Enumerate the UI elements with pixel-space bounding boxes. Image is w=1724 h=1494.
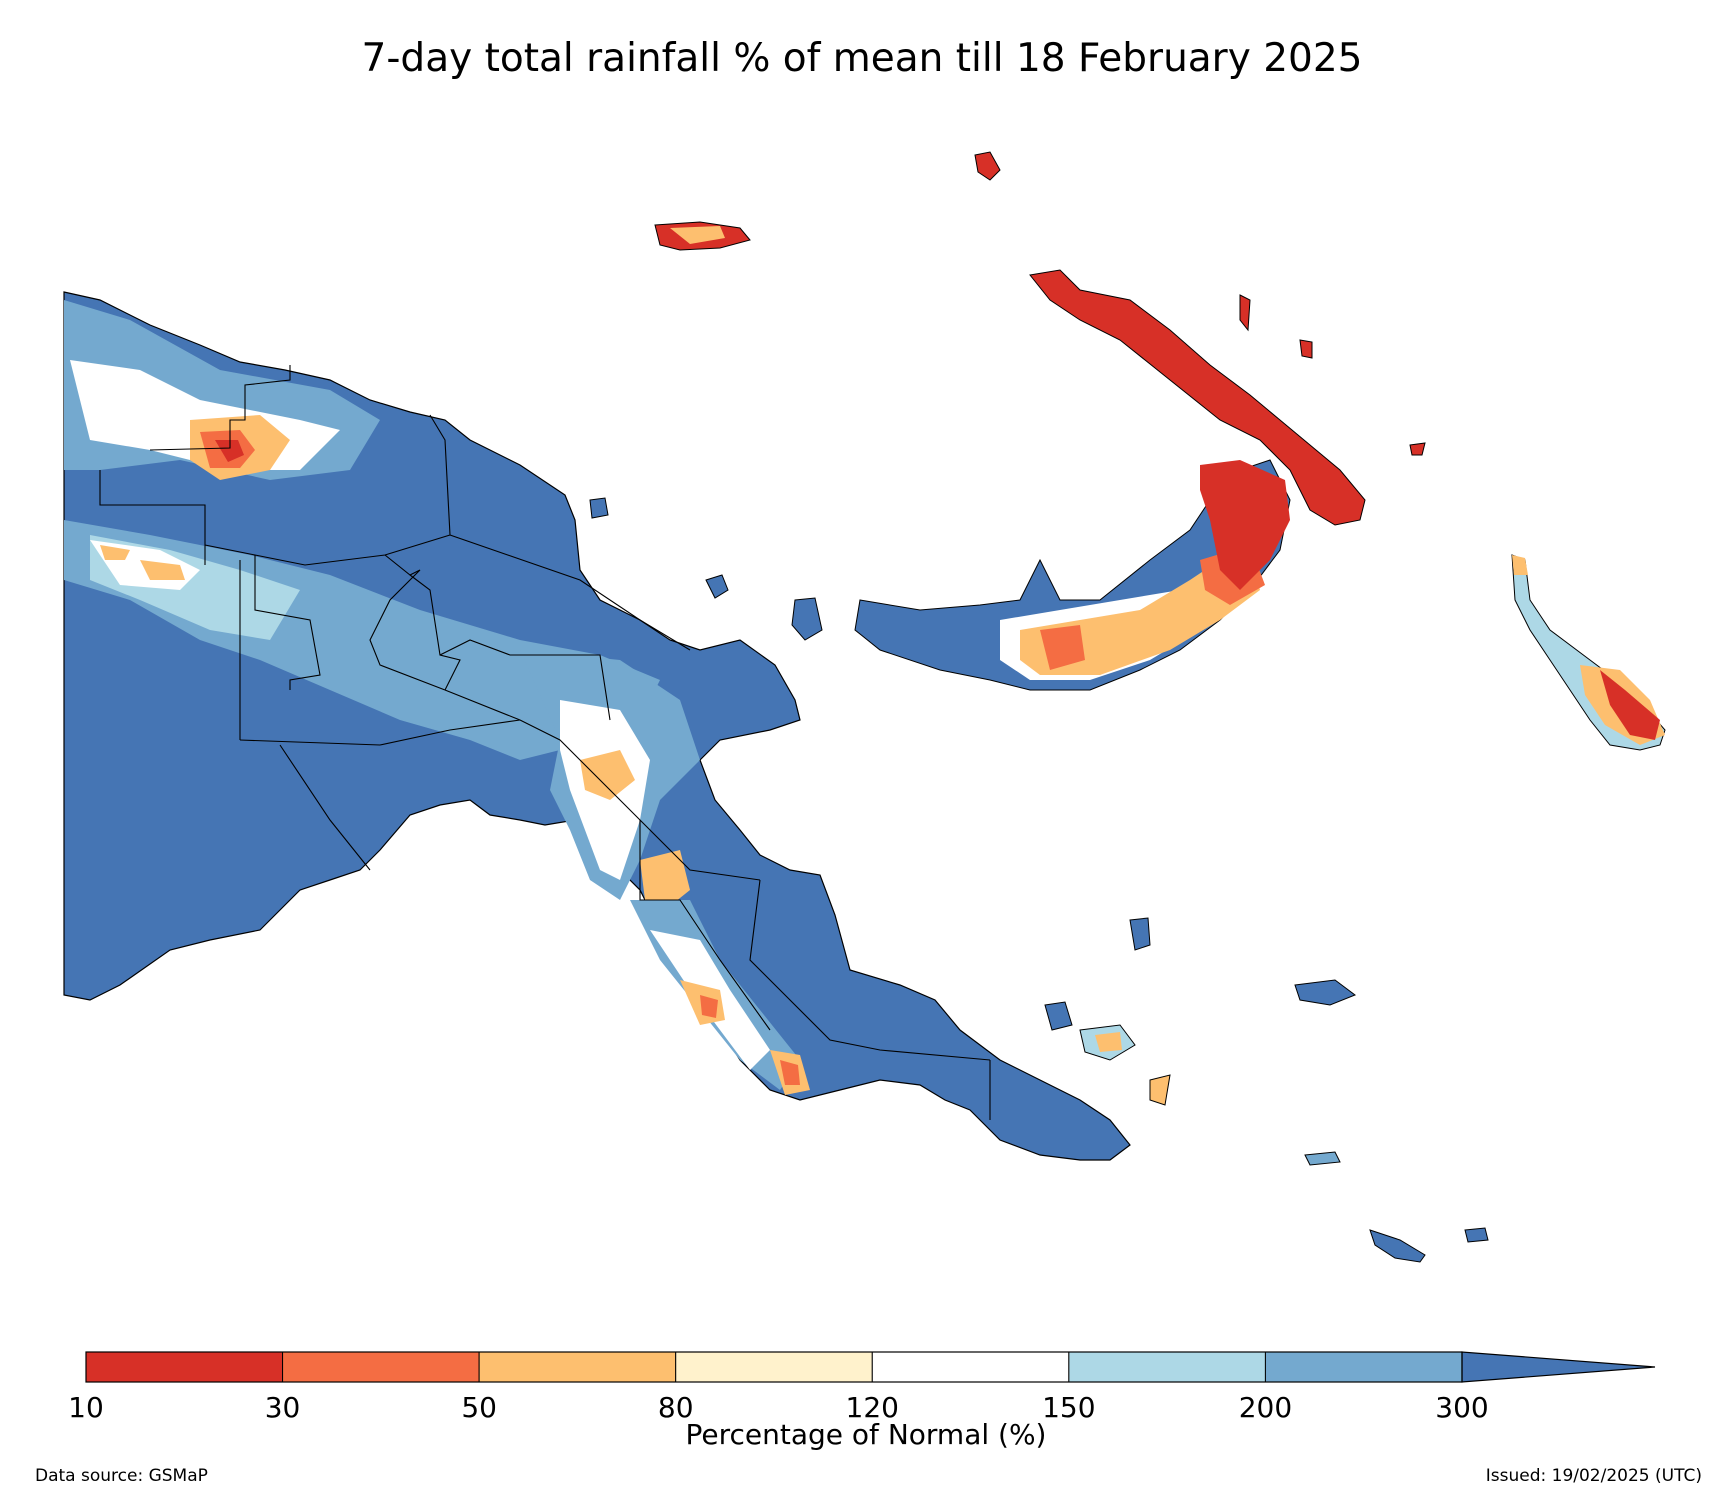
new-ireland (1029, 269, 1366, 526)
data-source: Data source: GSMaP (35, 1466, 208, 1486)
colorbar-tick-label: 10 (68, 1391, 104, 1424)
central-orange-2 (640, 850, 690, 910)
colorbar-segment (1068, 1351, 1266, 1383)
islet-3 (1409, 442, 1426, 456)
woodlark-island (1294, 979, 1357, 1006)
colorbar-tick-label: 80 (657, 1391, 694, 1424)
long-island (791, 597, 823, 641)
south-coast-red (700, 995, 718, 1018)
fergusson-orange (1095, 1032, 1122, 1052)
colorbar-segment (1264, 1351, 1463, 1383)
map-title: 7-day total rainfall % of mean till 18 F… (361, 36, 1363, 81)
colorbar-tick-label: 300 (1435, 1391, 1489, 1424)
bougainville-red (1600, 670, 1660, 740)
province-borders (99, 365, 991, 1120)
buka-orange (1512, 555, 1528, 575)
colorbar-segment (85, 1351, 284, 1383)
karkar-island (589, 497, 609, 519)
highlands-orange-1 (100, 545, 130, 560)
colorbar-extend-arrow (1461, 1351, 1656, 1383)
colorbar-segment (478, 1351, 677, 1383)
islands (589, 151, 1666, 1263)
colorbar-segments (85, 1351, 1463, 1383)
manus-orange (670, 226, 725, 244)
rossel-island (1464, 1227, 1489, 1243)
colorbar-tick-label: 150 (1042, 1391, 1096, 1424)
highlands-orange-2 (140, 560, 185, 580)
islet-2 (1299, 339, 1313, 359)
colorbar-frame (85, 1351, 1463, 1383)
port-moresby-red (780, 1060, 800, 1085)
colorbar-segment (282, 1351, 480, 1383)
umboi-island (705, 574, 729, 599)
mussau-island (974, 151, 1001, 181)
mainland (63, 291, 1131, 1161)
trobriand-islands (1129, 917, 1151, 951)
new-britain-red-1 (1040, 625, 1085, 670)
misima-island (1304, 1151, 1341, 1166)
colorbar-tick-label: 30 (264, 1391, 301, 1424)
central-orange-1 (580, 750, 635, 800)
colorbar-tick-label: 200 (1238, 1391, 1293, 1424)
islet-1 (1239, 294, 1251, 332)
normanby-island (1149, 1074, 1171, 1106)
colorbar-tick-label: 120 (845, 1391, 900, 1424)
colorbar-segment (871, 1351, 1070, 1383)
northwest-deep-red (215, 440, 244, 462)
issued-date: Issued: 19/02/2025 (UTC) (1485, 1466, 1702, 1486)
goodenough-island (1044, 1001, 1073, 1031)
tagula-island (1369, 1229, 1426, 1263)
new-britain-deep-red (1200, 460, 1290, 590)
colorbar-label: Percentage of Normal (%) (685, 1418, 1047, 1451)
colorbar-tick-label: 50 (461, 1391, 497, 1424)
colorbar-segment (675, 1351, 873, 1383)
